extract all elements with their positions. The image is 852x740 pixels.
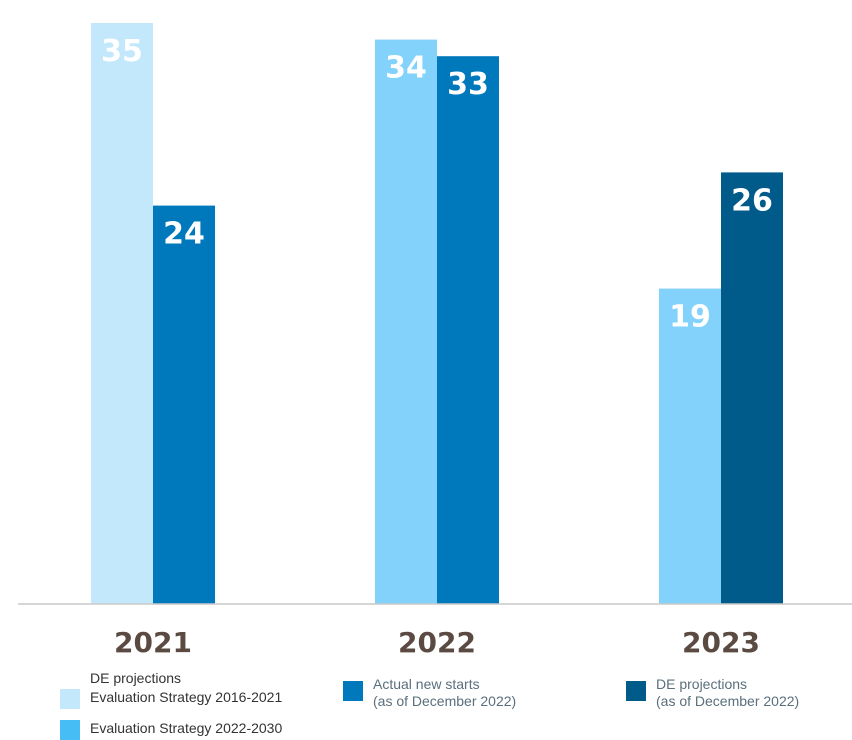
bar-value-label: 24 <box>163 217 205 252</box>
bar-2023-series-2 <box>659 288 721 604</box>
legend-label-sub: (as of December 2022) <box>373 693 517 709</box>
bar-chart: 35 24 34 33 19 26 2021 2022 2023 <box>18 23 852 659</box>
legend-label-sub: (as of December 2022) <box>656 693 800 709</box>
bar-value-label: 34 <box>385 51 427 86</box>
bar-value-label: 19 <box>669 300 711 335</box>
legend-group-title: DE projections <box>90 670 182 686</box>
legend-label: Evaluation Strategy 2016-2021 <box>90 689 283 705</box>
bar-value-label: 35 <box>101 34 143 69</box>
bar-2021-series-1 <box>91 23 153 604</box>
legend-item-actual-new-starts: Actual new starts (as of December 2022) <box>343 676 516 710</box>
legend-label: Actual new starts <box>373 676 480 692</box>
legend-item-es-2022-2030: Evaluation Strategy 2022-2030 <box>60 720 282 740</box>
legend-swatch <box>343 681 363 701</box>
bar-2023-series-4 <box>721 172 783 604</box>
legend-swatch <box>60 720 80 740</box>
legend-item-es-2016-2021: Evaluation Strategy 2016-2021 <box>60 689 282 709</box>
category-label-2021: 2021 <box>114 626 192 659</box>
legend-label: DE projections <box>656 676 748 692</box>
legend-item-de-projections-dec-2022: DE projections (as of December 2022) <box>626 676 799 710</box>
legend-swatch <box>60 689 80 709</box>
bar-2021-series-3 <box>153 205 215 604</box>
legend-swatch <box>626 681 646 701</box>
legend-group-de-projections: DE projections Evaluation Strategy 2016-… <box>60 670 282 740</box>
bar-value-label: 26 <box>731 183 773 218</box>
bar-2022-series-2 <box>375 39 437 605</box>
category-label-2022: 2022 <box>398 626 476 659</box>
legend-label: Evaluation Strategy 2022-2030 <box>90 720 283 736</box>
bar-2022-series-3 <box>437 56 499 604</box>
category-label-2023: 2023 <box>682 626 760 659</box>
bar-value-label: 33 <box>447 67 489 102</box>
